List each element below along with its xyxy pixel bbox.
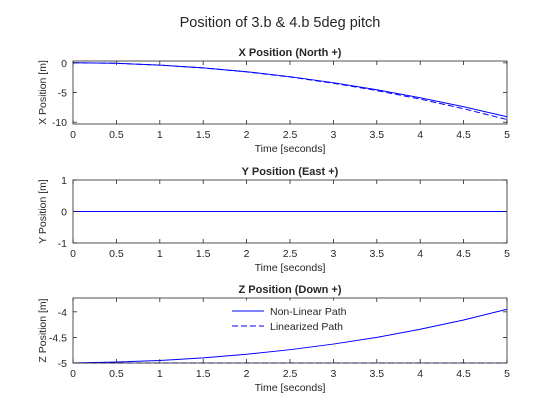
x-tick-label: 4 (417, 248, 423, 260)
x-axis-label: Time [seconds] (255, 143, 326, 155)
x-tick-label: 1 (157, 248, 163, 260)
subplot-title: Z Position (Down +) (239, 284, 342, 296)
x-tick-label: 3.5 (369, 129, 384, 141)
x-tick-label: 4 (417, 368, 423, 380)
x-tick-label: 2.5 (283, 248, 298, 260)
x-tick-label: 4.5 (456, 248, 471, 260)
y-tick-label: 1 (61, 175, 67, 187)
series-line-linearized (72, 62, 508, 121)
x-tick-label: 3.5 (369, 368, 384, 380)
subplot-3: Z Position (Down +) 0 0.5 1 1.5 2 2.5 3 3.5 4 4.5 5… (37, 284, 510, 394)
y-axis-label: Y Position [m] (37, 179, 49, 244)
legend-entry: Non-Linear Path (270, 306, 347, 318)
x-axis-label: Time [seconds] (255, 262, 326, 274)
x-tick-label: 0.5 (109, 368, 124, 380)
x-tick-label: 3 (330, 368, 336, 380)
x-tick-label: 4 (417, 129, 423, 141)
x-tick-label: 1 (157, 129, 163, 141)
x-tick-label: 5 (504, 129, 510, 141)
x-tick-label: 5 (504, 248, 510, 260)
x-tick-label: 2 (244, 248, 250, 260)
x-tick-label: 4.5 (456, 368, 471, 380)
x-tick-label: 1.5 (196, 129, 211, 141)
x-tick-label: 2 (244, 368, 250, 380)
y-tick-label: -10 (52, 117, 67, 129)
x-axis-label: Time [seconds] (255, 382, 326, 394)
x-tick-label: 0 (70, 248, 76, 260)
x-tick-label: 2.5 (283, 368, 298, 380)
axes-layer: X Position (North +) 0 0.5 1 1.5 2 2.5 3 3.5 4 4.5… (37, 47, 510, 394)
legend-box (227, 300, 365, 336)
y-axis-label: X Position [m] (37, 60, 49, 125)
y-tick-label: -1 (58, 238, 67, 250)
legend-entry: Linearized Path (270, 321, 343, 333)
x-tick-label: 2 (244, 129, 250, 141)
x-tick-label: 1.5 (196, 248, 211, 260)
x-tick-label: 0 (70, 129, 76, 141)
x-tick-label: 1.5 (196, 368, 211, 380)
subplot-title: X Position (North +) (239, 47, 342, 59)
x-tick-label: 3.5 (369, 248, 384, 260)
x-tick-label: 0.5 (109, 248, 124, 260)
y-tick-label: -4 (58, 307, 67, 319)
subplot-1: X Position (North +) 0 0.5 1 1.5 2 2.5 3 3.5 4 4.5… (37, 47, 510, 155)
legend: Non-Linear Path Linearized Path (227, 300, 365, 336)
series-line-nonlinear (72, 308, 508, 364)
y-axis-label: Z Position [m] (37, 298, 49, 362)
x-tick-label: 2.5 (283, 129, 298, 141)
x-tick-label: 0.5 (109, 129, 124, 141)
x-tick-label: 3 (330, 129, 336, 141)
figure-title: Position of 3.b & 4.b 5deg pitch (180, 15, 381, 31)
x-tick-label: 1 (157, 368, 163, 380)
x-tick-label: 4.5 (456, 129, 471, 141)
y-tick-label: -4.5 (49, 332, 67, 344)
x-tick-label: 3 (330, 248, 336, 260)
y-tick-label: -5 (58, 358, 67, 370)
y-tick-label: 0 (61, 207, 67, 219)
y-tick-label: 0 (61, 58, 67, 70)
x-tick-label: 5 (504, 368, 510, 380)
y-tick-label: -5 (58, 88, 67, 100)
x-tick-label: 0 (70, 368, 76, 380)
subplot-2: Y Position (East +) 0 0.5 1 1.5 2 2.5 3 3.5 4 4.5 5… (37, 166, 510, 274)
subplot-title: Y Position (East +) (242, 166, 339, 178)
